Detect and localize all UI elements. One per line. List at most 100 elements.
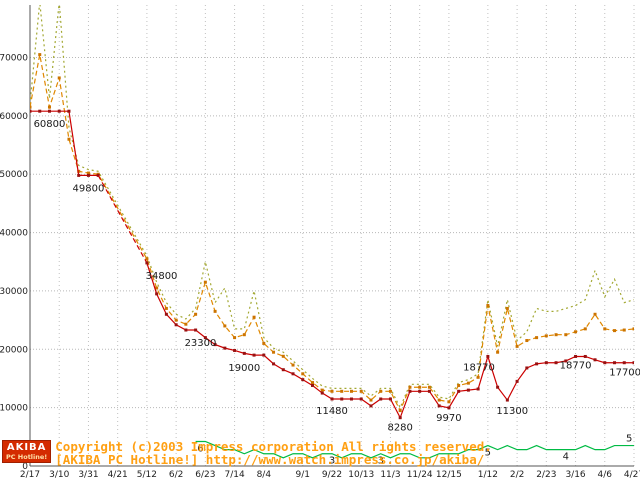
data-label: 8280 (387, 423, 412, 434)
data-point-marker (603, 361, 607, 365)
data-point-marker (77, 169, 81, 173)
chart-series (30, 5, 634, 459)
data-point-marker (583, 354, 587, 358)
data-label: 18770 (560, 360, 592, 371)
axes (29, 5, 634, 467)
data-point-marker (437, 398, 441, 402)
data-point-marker (593, 358, 597, 362)
data-point-marker (447, 400, 451, 404)
data-point-marker (564, 333, 568, 337)
data-point-marker (379, 397, 383, 401)
y-axis-tick-label: 0 (22, 462, 28, 472)
data-point-marker (544, 361, 548, 365)
series-lowest-price (145, 261, 634, 420)
series-average-price (30, 53, 634, 413)
data-labels: 60800 49800 34800 23300 19000 11480 8280 9970 18… (34, 119, 640, 467)
data-point-marker (272, 350, 276, 354)
data-point-marker (281, 354, 285, 358)
data-point-marker (515, 379, 519, 383)
data-point-marker (340, 397, 344, 401)
data-label: 23300 (185, 338, 217, 349)
data-point-marker (349, 397, 353, 401)
data-point-marker (242, 333, 246, 337)
data-point-marker (554, 333, 558, 337)
data-point-marker (320, 388, 324, 392)
data-point-marker (233, 336, 237, 340)
data-point-marker (544, 334, 548, 338)
series-highest-price (30, 5, 634, 410)
series-line-shop-count (195, 440, 634, 459)
data-point-marker (223, 346, 227, 350)
data-point-marker (632, 361, 634, 365)
data-point-marker (486, 354, 490, 358)
data-point-marker (583, 327, 587, 331)
data-point-marker (486, 304, 490, 308)
data-point-marker (164, 312, 168, 316)
data-point-marker (535, 362, 539, 366)
data-point-marker (613, 361, 617, 365)
data-point-marker (67, 109, 71, 113)
data-label: 5 (485, 448, 491, 459)
data-point-marker (574, 330, 578, 334)
data-point-marker (525, 339, 529, 343)
data-point-marker (466, 388, 470, 392)
data-point-marker (622, 328, 626, 332)
data-point-marker (30, 109, 32, 113)
data-point-marker (476, 387, 480, 391)
data-point-marker (174, 323, 178, 327)
data-label: 18770 (463, 362, 495, 373)
x-axis-tick-label: 6/2 (169, 470, 183, 480)
data-point-marker (223, 324, 227, 328)
data-point-marker (340, 389, 344, 393)
data-point-marker (388, 397, 392, 401)
data-point-marker (398, 409, 402, 413)
data-point-marker (30, 105, 32, 109)
y-axis-tick-label: 30000 (0, 287, 28, 297)
data-point-marker (457, 383, 461, 387)
series-lowest-price-gap (97, 175, 148, 264)
data-point-marker (593, 312, 597, 316)
x-axis-tick-label: 6/23 (195, 470, 215, 480)
x-axis-tick-label: 11/24 (407, 470, 433, 480)
data-point-marker (427, 385, 431, 389)
data-point-marker (369, 404, 373, 408)
data-point-marker (164, 306, 168, 310)
x-axis-tick-label: 12/15 (436, 470, 462, 480)
x-axis-tick-label: 5/12 (137, 470, 157, 480)
data-label: 11300 (496, 406, 528, 417)
data-point-marker (174, 318, 178, 322)
data-point-marker (408, 389, 412, 393)
data-point-marker (359, 389, 363, 393)
data-point-marker (194, 312, 198, 316)
data-label: 17700 (609, 368, 640, 379)
data-point-marker (622, 361, 626, 365)
data-point-marker (203, 336, 207, 340)
x-axis-tick-label: 11/3 (380, 470, 400, 480)
data-point-marker (67, 137, 71, 141)
series-line-lowest-price-early (30, 110, 99, 176)
data-point-marker (330, 397, 334, 401)
data-point-marker (398, 416, 402, 420)
data-point-marker (281, 368, 285, 372)
data-point-marker (203, 280, 207, 284)
series-line-highest-price (30, 5, 634, 410)
data-point-marker (213, 309, 217, 313)
data-point-marker (86, 173, 90, 177)
data-point-marker (369, 398, 373, 402)
data-point-marker (466, 381, 470, 385)
data-point-marker (632, 327, 634, 331)
y-axis-tick-label: 60000 (0, 112, 28, 122)
data-point-marker (38, 53, 42, 57)
data-point-marker (496, 385, 500, 389)
data-point-marker (505, 306, 509, 310)
data-label: 34800 (146, 271, 178, 282)
data-point-marker (47, 109, 51, 113)
x-axis-tick-label: 4/6 (598, 470, 613, 480)
data-label: 19000 (228, 363, 260, 374)
data-point-marker (564, 359, 568, 363)
x-axis-tick-label: 2/23 (536, 470, 556, 480)
data-point-marker (515, 344, 519, 348)
series-line-lowest-price-gap (97, 175, 148, 264)
data-point-marker (86, 171, 90, 175)
x-axis-tick-label: 3/16 (565, 470, 585, 480)
